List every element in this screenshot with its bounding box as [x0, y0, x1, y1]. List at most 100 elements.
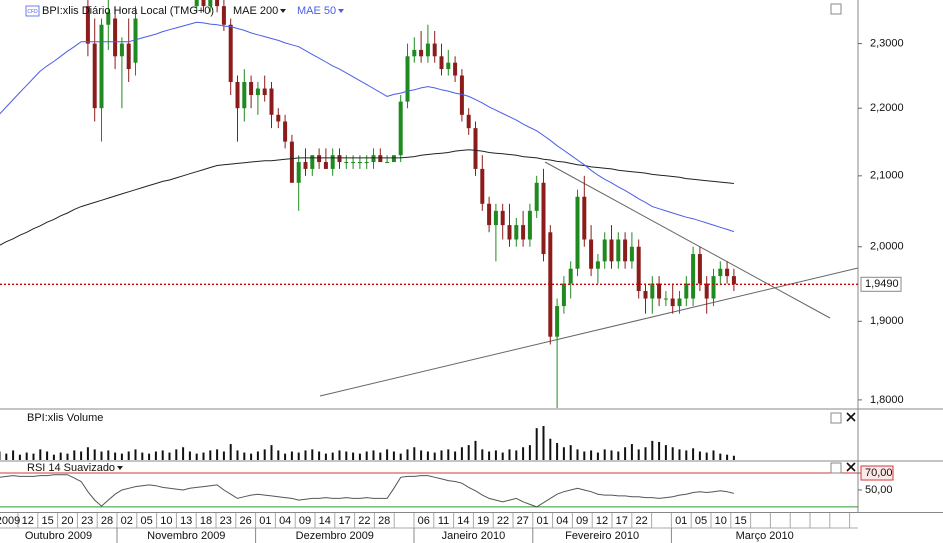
- candle-body: [548, 232, 553, 337]
- volume-bar: [86, 447, 89, 460]
- candle-body: [391, 155, 396, 163]
- candle-body: [371, 155, 376, 163]
- candle-body: [459, 75, 464, 115]
- candle-body: [711, 276, 716, 299]
- candle-body: [514, 225, 519, 240]
- volume-bar: [304, 450, 307, 460]
- level-box: [860, 465, 894, 481]
- panel-title: BPI:xlis Volume: [27, 412, 103, 424]
- day-label: 04: [556, 515, 568, 527]
- candle-body: [650, 283, 655, 299]
- candle-body: [555, 306, 560, 337]
- candle-body: [527, 210, 532, 240]
- candle-body: [507, 225, 512, 240]
- candle-body: [351, 162, 356, 164]
- candle-body: [85, 6, 90, 44]
- volume-bar: [114, 452, 117, 460]
- candle-body: [439, 56, 444, 70]
- volume-bar: [386, 449, 389, 460]
- dropdown-arrow[interactable]: [338, 9, 344, 13]
- volume-bar: [454, 451, 457, 460]
- maximize-button[interactable]: [830, 412, 842, 424]
- day-label: 10: [715, 515, 727, 527]
- candle-body: [629, 246, 634, 262]
- candle-body: [493, 210, 498, 226]
- close-button[interactable]: [846, 462, 856, 472]
- candle-body: [289, 141, 294, 183]
- volume-bar: [209, 450, 212, 460]
- candle-body: [412, 49, 417, 57]
- volume-bar: [324, 453, 327, 460]
- candle-body: [99, 24, 104, 109]
- maximize-button[interactable]: [830, 3, 842, 15]
- candle-body: [446, 62, 451, 70]
- candle-body: [623, 239, 628, 262]
- candle-body: [269, 88, 274, 115]
- candle-body: [541, 182, 546, 255]
- day-label: 01: [259, 515, 271, 527]
- candle-body: [92, 43, 97, 109]
- volume-bar: [100, 451, 103, 460]
- volume-bar: [420, 450, 423, 460]
- volume-bar: [515, 450, 518, 460]
- volume-bar: [127, 451, 130, 460]
- last-price-box: [860, 276, 902, 292]
- candle-body: [534, 182, 539, 211]
- y-tick-label: 1,8000: [870, 394, 904, 406]
- volume-bar: [624, 447, 627, 460]
- close-button[interactable]: [846, 412, 856, 422]
- volume-bar: [481, 449, 484, 460]
- candle-body: [296, 162, 301, 183]
- volume-bar: [644, 447, 647, 460]
- volume-bar: [66, 453, 69, 460]
- volume-bar: [277, 450, 280, 460]
- volume-bar: [542, 426, 545, 460]
- volume-bar: [59, 452, 62, 460]
- day-label: 22: [497, 515, 509, 527]
- volume-bar: [107, 450, 110, 460]
- day-label: 23: [220, 515, 232, 527]
- candle-body: [378, 155, 383, 163]
- legend-entry[interactable]: MAE 50: [297, 5, 336, 17]
- legend-entry[interactable]: MAE 200: [233, 5, 278, 17]
- candle-body: [398, 101, 403, 156]
- volume-bar: [216, 449, 219, 460]
- day-label: 09: [576, 515, 588, 527]
- candle-body: [684, 283, 689, 299]
- volume-bar: [692, 448, 695, 460]
- day-label: 19: [477, 515, 489, 527]
- volume-bar: [202, 452, 205, 460]
- volume-bar: [52, 454, 55, 460]
- day-label: 2009: [0, 515, 20, 527]
- candle-body: [453, 62, 458, 76]
- volume-bar: [426, 451, 429, 460]
- volume-bar: [569, 445, 572, 460]
- candle-body: [636, 246, 641, 292]
- day-label: 13: [180, 515, 192, 527]
- volume-bar: [712, 450, 715, 460]
- candle-body: [704, 283, 709, 299]
- symbol-icon: [25, 5, 40, 17]
- y-tick-label: 50,00: [865, 484, 893, 496]
- candle-body: [405, 56, 410, 102]
- volume-bar: [460, 447, 463, 460]
- dropdown-arrow[interactable]: [117, 466, 123, 470]
- day-label: 05: [140, 515, 152, 527]
- candle-body: [330, 155, 335, 169]
- volume-bar: [120, 453, 123, 460]
- day-label: 14: [319, 515, 331, 527]
- symbol-icon-text: CFD: [27, 9, 38, 15]
- candle-body: [677, 298, 682, 307]
- day-label: 09: [299, 515, 311, 527]
- candle-body: [480, 168, 485, 204]
- candle-body: [670, 298, 675, 307]
- maximize-button[interactable]: [830, 462, 842, 474]
- candle-body: [473, 128, 478, 169]
- panel-title: RSI 14 Suavizado: [27, 462, 115, 474]
- dropdown-arrow[interactable]: [280, 9, 286, 13]
- volume-bar: [535, 428, 538, 460]
- volume-bar: [161, 450, 164, 460]
- volume-bar: [270, 445, 273, 460]
